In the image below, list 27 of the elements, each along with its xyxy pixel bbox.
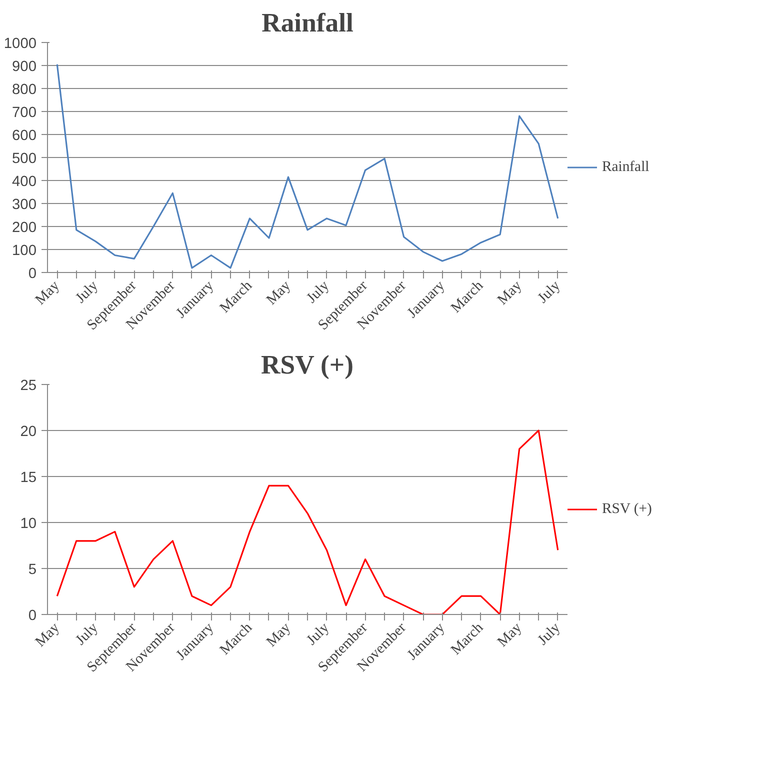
y-tick-label: 100 xyxy=(12,243,37,259)
y-tick-label: 400 xyxy=(12,174,37,190)
y-tick-label: 25 xyxy=(20,378,37,394)
line-series xyxy=(56,430,559,614)
x-tick-label: May xyxy=(494,277,526,308)
line-series xyxy=(56,64,559,269)
y-tick-label: 200 xyxy=(12,220,37,236)
chart-title: RSV (+) xyxy=(261,350,354,380)
y-tick-label: 15 xyxy=(20,470,37,486)
y-tick-label: 800 xyxy=(12,82,37,98)
y-tick-label: 10 xyxy=(20,516,37,532)
x-tick-label: May xyxy=(264,277,294,308)
x-tick-label: May xyxy=(264,619,294,650)
x-tick-label: July xyxy=(534,619,564,648)
y-tick-label: 20 xyxy=(20,424,37,440)
y-tick-label: 5 xyxy=(28,562,37,578)
x-tick-label: May xyxy=(494,619,526,650)
chart-title: Rainfall xyxy=(262,8,354,38)
y-tick-label: 600 xyxy=(12,128,37,144)
y-tick-label: 700 xyxy=(12,105,37,121)
y-tick-label: 1000 xyxy=(4,36,37,52)
y-tick-label: 500 xyxy=(12,151,37,167)
x-tick-label: July xyxy=(534,277,564,306)
legend-label: RSV (+) xyxy=(602,500,652,518)
legend-label: Rainfall xyxy=(602,158,650,176)
y-tick-label: 300 xyxy=(12,197,37,213)
y-tick-label: 900 xyxy=(12,59,37,75)
